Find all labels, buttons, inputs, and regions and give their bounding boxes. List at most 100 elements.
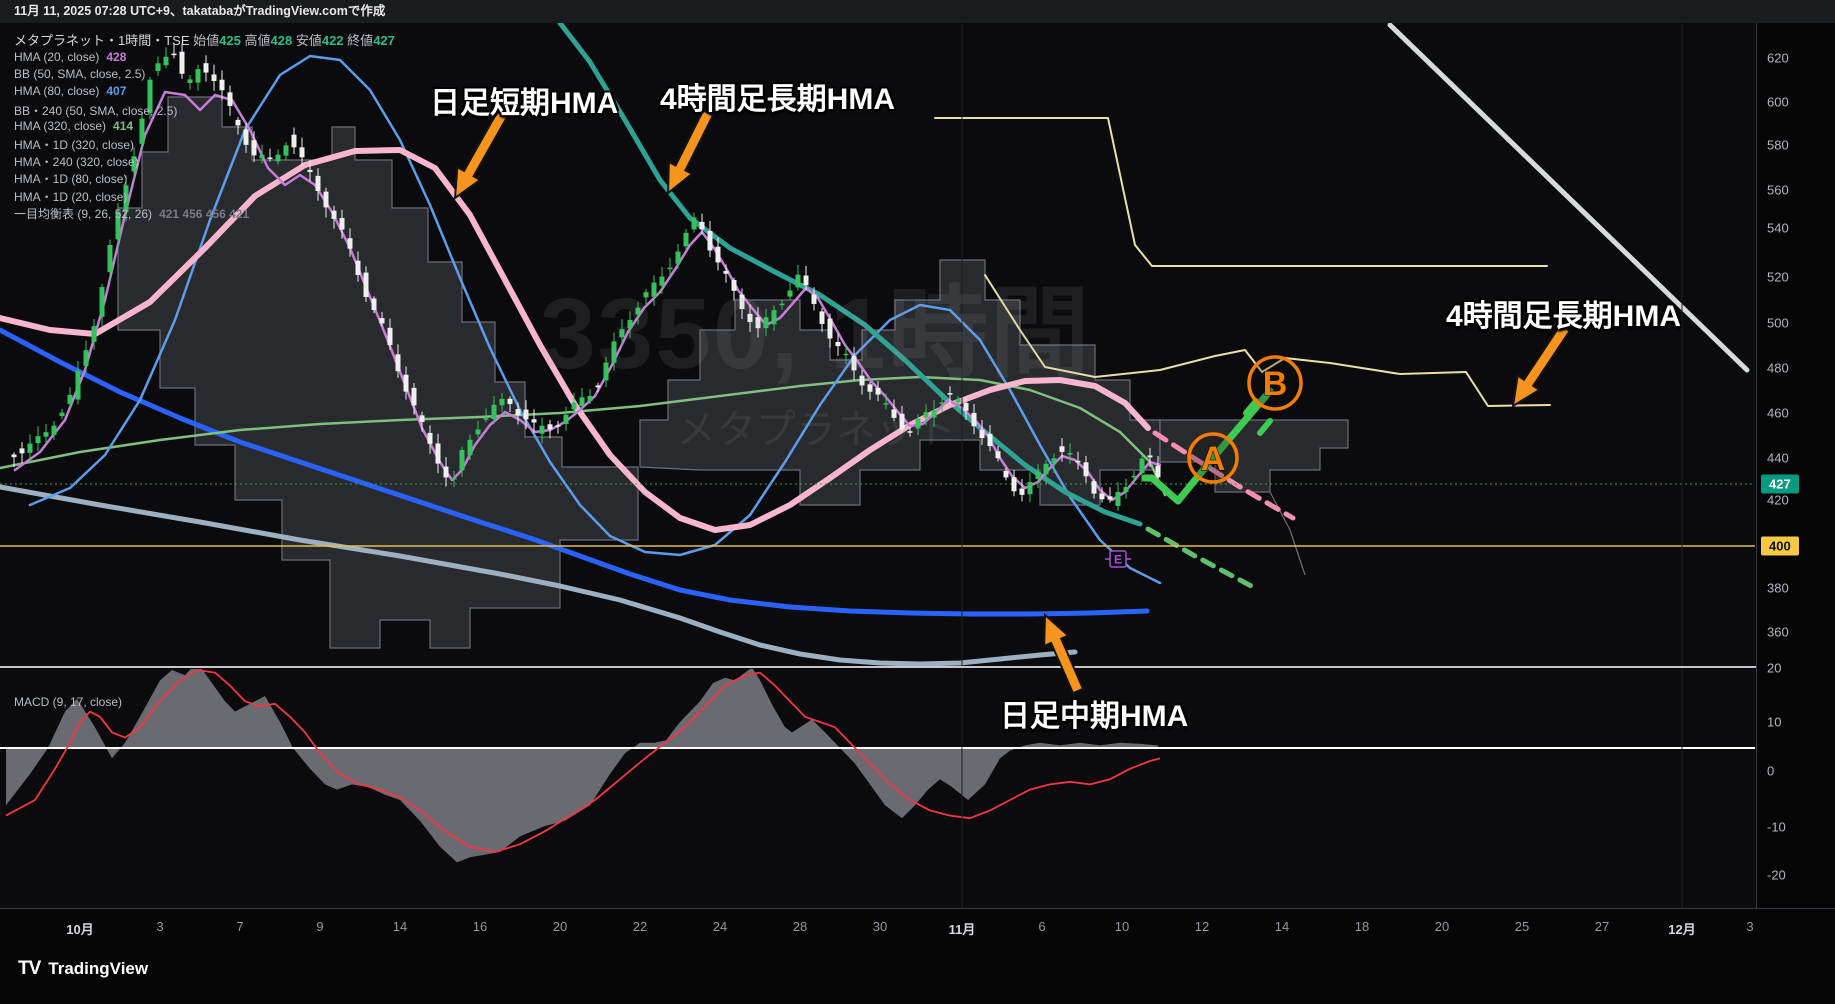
candle [723,270,729,274]
candle [947,393,953,395]
candle [291,134,297,148]
candle [187,79,193,83]
marker-circle-b[interactable] [1247,355,1303,411]
candle [331,210,337,219]
candle [339,218,345,230]
candle [267,157,273,159]
marker-letter-b: B [1263,365,1288,403]
candle [379,318,385,324]
candle [323,191,329,208]
annotation-4h-long-hma-right[interactable]: 4時間足長期HMA [1446,300,1682,333]
candle [483,418,489,420]
candle [579,397,585,406]
price-axis-label: 600 [1767,94,1789,110]
time-axis-label: 10月 [66,922,94,937]
candle [427,432,433,444]
price-axis-label: 10 [1767,714,1782,730]
candle [923,412,929,418]
price-axis-label: 440 [1767,450,1789,466]
candle [699,221,705,230]
candle [539,425,545,434]
candle [979,429,985,439]
annotation-arrow-0[interactable] [453,108,510,201]
candle [411,387,417,406]
price-axis-label: -20 [1767,867,1786,883]
price-axis-label: 560 [1767,182,1789,198]
annotation-4h-long-hma-top[interactable]: 4時間足長期HMA [660,83,896,116]
time-axis-label: 28 [792,919,808,934]
time-axis-label: 10 [1114,919,1130,934]
candle [115,211,121,240]
candle [371,298,377,310]
candle [571,402,577,410]
macd-signal-line [5,669,1161,853]
annotation-arrow-2[interactable] [1511,323,1571,408]
candle [19,448,25,454]
tradingview-wordmark[interactable]: TradingView [48,959,149,978]
marker-circle-a[interactable] [1187,432,1239,484]
annotation-arrow-3[interactable] [1043,612,1085,695]
annotation-daily-mid-hma[interactable]: 日足中期HMA [1000,700,1189,733]
annotation-arrow-1[interactable] [666,109,715,196]
candle [451,478,457,480]
price-axis-label: 500 [1767,315,1789,331]
indicator-row[interactable]: 一目均衡表 (9, 26, 52, 26) 421 456 456 421 [14,206,250,221]
time-axis-label: 9 [316,919,324,934]
candle [59,412,65,417]
indicator-legend[interactable]: メタプラネット・1時間・TSE 始値425 高値428 安値422 終値427 … [14,30,395,222]
time-axis-label: 20 [552,919,568,934]
time-axis[interactable]: 10月 3 7 9 14 16 20 22 24 28 30 11月 6 10 12 14 18 20 25 27 12… [0,908,1835,946]
candle [939,402,945,404]
candle [659,276,665,286]
time-axis-label: 3 [156,919,164,934]
candle [355,260,361,275]
candle [875,387,881,395]
candle [243,129,249,145]
cloud-mid [639,259,1161,506]
candle [195,69,201,83]
candle [595,385,601,388]
ab-trend-drawing[interactable] [1141,387,1274,505]
tradingview-branding[interactable]: TV TradingView [18,958,148,980]
symbol-row[interactable]: メタプラネット・1時間・TSE 始値425 高値428 安値422 終値427 [14,30,395,50]
candle [835,341,841,347]
candle [851,355,857,371]
indicator-row[interactable]: HMA・1D (80, close) [14,172,128,187]
indicator-row[interactable]: BB・240 (50, SMA, close, 2.5) [14,103,178,118]
candle [531,419,537,423]
tradingview-logo-icon[interactable]: TV [18,958,41,979]
symbol-title[interactable]: メタプラネット・1時間・TSE [14,33,190,48]
price-axis-label: 360 [1767,624,1789,640]
candle [643,292,649,298]
price-axis[interactable]: 620 600 580 560 540 520 500 480 460 440 420 380 360 2… [1756,23,1835,908]
indicator-row[interactable]: HMA・240 (320, close) [14,155,139,170]
time-axis-label: 6 [1038,919,1046,934]
annotation-daily-short-hma[interactable]: 日足短期HMA [430,87,619,120]
candle [787,290,793,297]
event-badge[interactable] [1109,550,1127,568]
price-axis-label: 0 [1767,763,1775,779]
bb240-lower-khaki [984,274,1551,407]
candle [867,384,873,392]
macd-legend[interactable]: MACD (9, 17, close) [14,695,123,709]
indicator-row[interactable]: BB (50, SMA, close, 2.5) [14,67,146,82]
indicator-row[interactable]: HMA (20, close) 428 [14,50,127,64]
candle [1083,462,1089,477]
indicator-row[interactable]: HMA (80, close) 407 [14,84,127,99]
candle [1067,453,1073,455]
candle [795,274,801,288]
candle [27,443,33,453]
indicator-row[interactable]: HMA・1D (20, close) [14,189,128,204]
candle [35,436,41,444]
candle [1051,458,1057,463]
candle [651,282,657,297]
candle [811,294,817,304]
ohlc-item: 安値422 [295,33,344,48]
candle [763,317,769,329]
indicator-row[interactable]: HMA (320, close) 414 [14,118,134,133]
svg-text:E: E [1114,553,1122,567]
candle [315,175,321,192]
indicator-row[interactable]: HMA・1D (320, close) [14,137,135,152]
chart-canvas[interactable]: AB E [0,23,1835,908]
price-axis-label: 480 [1767,360,1789,376]
